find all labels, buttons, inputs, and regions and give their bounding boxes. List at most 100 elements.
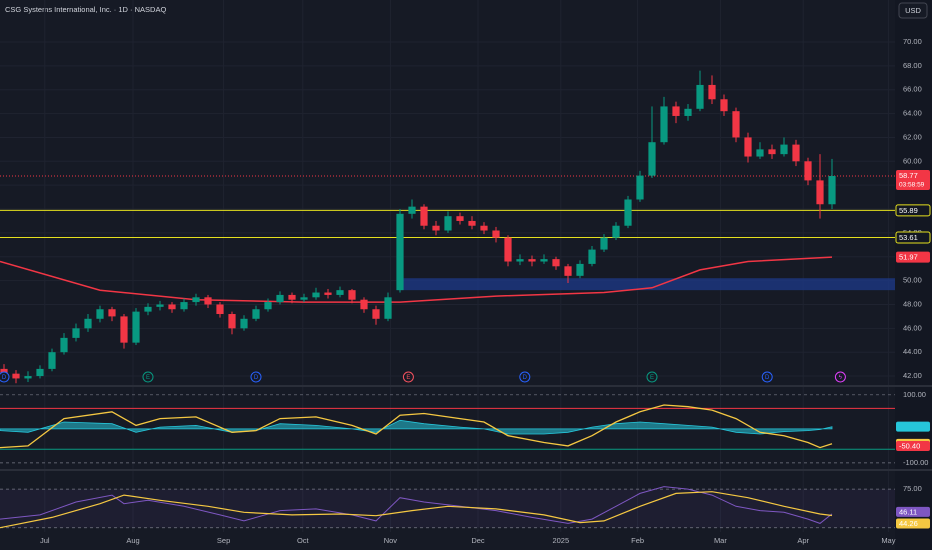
candle-body: [192, 297, 200, 303]
candle-body: [204, 297, 212, 305]
candle-body: [432, 225, 440, 231]
x-tick-label: Sep: [217, 536, 230, 545]
candle-body: [732, 111, 740, 138]
y-tick-label: 48.00: [903, 299, 922, 308]
event-marker[interactable]: [519, 371, 531, 383]
candle-body: [12, 373, 20, 379]
y-tick-label: 50.00: [903, 276, 922, 285]
event-marker[interactable]: [250, 371, 262, 383]
candle-body: [552, 259, 560, 267]
countdown-label: 03:58:59: [899, 182, 925, 189]
candle-body: [240, 318, 248, 329]
candle-body: [636, 175, 644, 200]
event-label: D: [765, 375, 770, 381]
rsi-line: [0, 486, 833, 524]
candle-body: [792, 144, 800, 162]
candle-body: [540, 259, 548, 262]
x-tick-label: Jul: [40, 536, 50, 545]
currency-box[interactable]: [898, 2, 928, 19]
candle-body: [300, 297, 308, 300]
y-tick-label: 46.00: [903, 323, 922, 332]
osc-line: [0, 404, 833, 449]
event-marker[interactable]: [0, 371, 10, 383]
candle-body: [612, 225, 620, 238]
event-label: D: [2, 375, 7, 381]
candle-body: [24, 376, 32, 379]
price-tag-label: -50.40: [899, 441, 920, 450]
y-tick-label: 62.00: [903, 132, 922, 141]
price-tag-label: 53.61: [899, 233, 918, 242]
candle-body: [132, 311, 140, 343]
candle-body: [756, 149, 764, 157]
candle-body: [564, 266, 572, 276]
candle-body: [672, 106, 680, 116]
candle-body: [120, 316, 128, 343]
candle-body: [312, 292, 320, 298]
candle-body: [168, 304, 176, 310]
candle-body: [516, 259, 524, 262]
candle-body: [768, 149, 776, 155]
candle-body: [744, 137, 752, 157]
event-label: E: [406, 375, 410, 381]
candle-body: [444, 216, 452, 231]
price-tag: [896, 421, 930, 432]
event-label: E: [146, 375, 150, 381]
price-tag-label: 55.89: [899, 206, 918, 215]
candle-body: [624, 199, 632, 226]
candle-body: [492, 230, 500, 238]
y-tick-label: 42.00: [903, 371, 922, 380]
candle-body: [288, 294, 296, 300]
event-label: ϟ: [839, 375, 843, 381]
event-marker[interactable]: [402, 371, 414, 383]
event-marker[interactable]: [142, 371, 154, 383]
candle-body: [696, 84, 704, 109]
candle-body: [660, 106, 668, 143]
candle-body: [96, 309, 104, 319]
candle-body: [804, 161, 812, 181]
candle-body: [456, 216, 464, 221]
candle-body: [720, 99, 728, 112]
candle-body: [84, 318, 92, 329]
x-tick-label: Mar: [714, 536, 727, 545]
candle-body: [708, 84, 716, 100]
price-tag: [896, 251, 930, 263]
candle-body: [336, 290, 344, 295]
x-tick-label: Oct: [297, 536, 310, 545]
event-marker[interactable]: [761, 371, 773, 383]
price-tag: [895, 204, 931, 217]
candle-body: [528, 259, 536, 262]
x-tick-label: 2025: [552, 536, 569, 545]
event-label: D: [523, 375, 528, 381]
price-tag: [896, 169, 930, 190]
candle-body: [384, 297, 392, 319]
candle-body: [576, 263, 584, 276]
candle-body: [816, 180, 824, 205]
candle-body: [180, 302, 188, 310]
candle-body: [228, 314, 236, 329]
x-tick-label: Dec: [471, 536, 485, 545]
candle-body: [780, 144, 788, 155]
y-tick-label: 64.00: [903, 109, 922, 118]
event-marker[interactable]: [834, 371, 846, 383]
candle-body: [372, 309, 380, 319]
candle-body: [252, 309, 260, 319]
candle-body: [504, 237, 512, 262]
candle-body: [348, 290, 356, 300]
event-label: D: [254, 375, 259, 381]
candle-body: [264, 302, 272, 310]
event-marker[interactable]: [646, 371, 658, 383]
y-tick-label: 66.00: [903, 85, 922, 94]
price-tag-label: 51.97: [899, 253, 918, 262]
candle-body: [108, 309, 116, 317]
price-tag: [896, 518, 930, 529]
x-tick-label: May: [881, 536, 895, 545]
y-tick-label: 100.00: [903, 390, 926, 399]
y-tick-label: 70.00: [903, 37, 922, 46]
y-tick-label: -100.00: [903, 458, 928, 467]
support-zone: [397, 278, 895, 291]
candle-body: [600, 237, 608, 250]
candle-body: [216, 304, 224, 315]
price-tag-label: 46.11: [899, 507, 917, 516]
